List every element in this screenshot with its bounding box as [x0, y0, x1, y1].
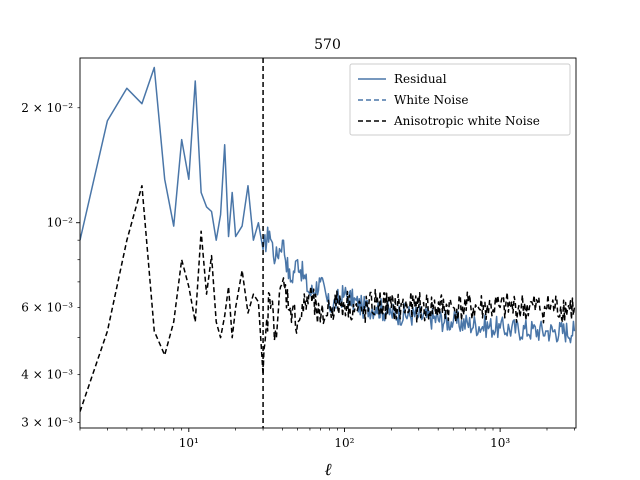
series-line-2 — [80, 184, 576, 412]
plot-frame — [79, 57, 577, 429]
x-tick-label: 10² — [334, 436, 354, 450]
legend-box — [349, 63, 571, 136]
x-tick-label: 10³ — [490, 436, 510, 450]
x-tick-label: 10¹ — [179, 436, 199, 450]
legend-label-2: Anisotropic white Noise — [393, 114, 540, 128]
y-tick-label: 10⁻² — [47, 216, 74, 230]
chart-title: 570 — [314, 37, 341, 53]
y-axis-ticks: 3 × 10⁻³ 4 × 10⁻³ 6 × 10⁻³ 10⁻² 2 × 10⁻² — [21, 101, 80, 429]
y-tick-label: 6 × 10⁻³ — [21, 300, 73, 314]
y-tick-label: 2 × 10⁻² — [21, 101, 73, 115]
y-tick-label: 3 × 10⁻³ — [21, 415, 73, 429]
series-line-0 — [80, 66, 576, 344]
legend: Residual White Noise Anisotropic white Noi… — [349, 63, 571, 136]
legend-label-1: White Noise — [394, 93, 468, 107]
legend-label-0: Residual — [394, 72, 447, 86]
x-axis-ticks: 10¹ 10² 10³ — [79, 428, 575, 450]
y-tick-label: 4 × 10⁻³ — [21, 368, 73, 382]
x-axis-label: ℓ — [324, 460, 331, 480]
series-layer — [80, 66, 576, 412]
